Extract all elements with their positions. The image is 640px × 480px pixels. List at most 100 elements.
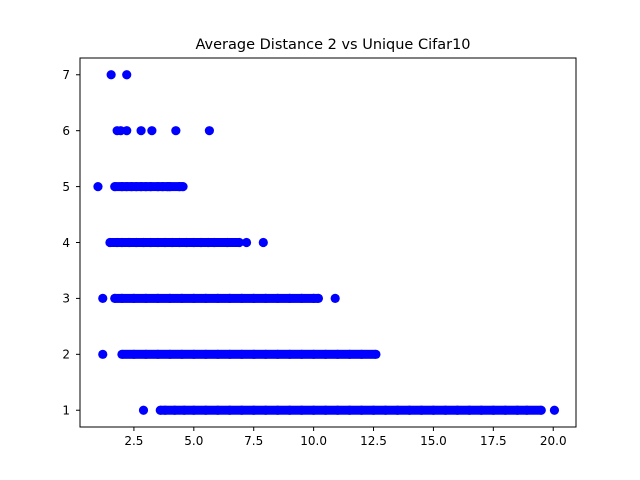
scatter-point (213, 293, 223, 304)
scatter-point (321, 405, 331, 415)
scatter-point (117, 349, 127, 359)
scatter-point (174, 237, 185, 248)
scatter-point (189, 237, 199, 248)
scatter-point (258, 237, 268, 248)
scatter-point (129, 349, 139, 359)
y-tick-label: 7 (62, 68, 70, 82)
scatter-point (356, 349, 367, 359)
scatter-point (297, 405, 307, 415)
dense-point-bands (109, 182, 542, 415)
scatter-point (117, 293, 127, 304)
scatter-point (452, 405, 462, 415)
scatter-point (392, 405, 403, 415)
scatter-points (93, 70, 560, 415)
scatter-point (428, 405, 439, 415)
scatter-point (141, 349, 151, 359)
scatter-point (225, 349, 235, 359)
scatter-point (178, 181, 188, 192)
scatter-point (93, 181, 103, 192)
scatter-point (147, 126, 157, 136)
scatter-point (344, 405, 355, 415)
scatter-point (285, 293, 295, 304)
scatter-point (160, 237, 170, 248)
scatter-point (189, 349, 199, 359)
scatter-point (138, 405, 149, 415)
scatter-point (368, 405, 379, 415)
scatter-point (241, 237, 252, 248)
scatter-point (160, 405, 170, 415)
scatter-point (273, 349, 283, 359)
chart-title: Average Distance 2 vs Unique Cifar10 (195, 37, 470, 53)
scatter-point (124, 237, 134, 248)
y-tick-label: 4 (62, 236, 70, 250)
scatter-point (201, 349, 211, 359)
scatter-point (234, 237, 244, 248)
y-tick-label: 1 (62, 404, 70, 418)
scatter-point (297, 349, 307, 359)
scatter-point (500, 405, 510, 415)
scatter-point (117, 237, 127, 248)
scatter-point (273, 293, 283, 304)
y-tick-label: 6 (62, 124, 70, 138)
scatter-point (146, 181, 156, 192)
scatter-point (122, 70, 132, 80)
scatter-point (536, 405, 546, 415)
x-tick-label: 15.0 (420, 434, 447, 448)
scatter-point (201, 405, 211, 415)
scatter-point (122, 126, 132, 136)
scatter-point (249, 349, 259, 359)
scatter-point (165, 293, 175, 304)
y-tick-label: 2 (62, 348, 70, 362)
x-tick-label: 7.5 (244, 434, 263, 448)
scatter-point (222, 237, 232, 248)
x-axis: 2.5 5.0 7.5 10.0 12.5 15.0 17.5 20.0 (124, 427, 567, 448)
scatter-point (170, 405, 180, 415)
scatter-point (209, 237, 219, 248)
scatter-point (313, 293, 324, 304)
scatter-point (106, 70, 116, 80)
scatter-point (330, 293, 340, 304)
scatter-point (110, 293, 120, 304)
scatter-point (225, 405, 235, 415)
scatter-point (177, 349, 187, 359)
scatter-point (136, 126, 146, 136)
scatter-point (249, 293, 259, 304)
scatter-point (332, 405, 343, 415)
scatter-point (204, 126, 214, 136)
scatter-point (512, 405, 522, 415)
scatter-point (182, 237, 192, 248)
scatter-point (285, 405, 295, 415)
point-band-2 (121, 349, 376, 359)
scatter-point (153, 349, 163, 359)
scatter-point (213, 349, 223, 359)
scatter-point (356, 405, 367, 415)
scatter-point (416, 405, 427, 415)
scatter-point (213, 405, 223, 415)
scatter-point (189, 293, 199, 304)
scatter-point (344, 349, 355, 359)
scatter-point (153, 293, 163, 304)
scatter-point (98, 293, 108, 304)
x-tick-label: 20.0 (540, 434, 567, 448)
scatter-point (171, 126, 181, 136)
scatter-point (332, 349, 343, 359)
scatter-point (138, 237, 149, 248)
scatter-point (261, 405, 271, 415)
scatter-point (167, 237, 177, 248)
y-tick-label: 5 (62, 180, 70, 194)
scatter-point (141, 293, 151, 304)
scatter-point (285, 349, 295, 359)
scatter-point (110, 181, 120, 192)
scatter-point (522, 405, 532, 415)
scatter-point (146, 237, 156, 248)
scatter-point (371, 349, 381, 359)
y-tick-label: 3 (62, 292, 70, 306)
scatter-point (105, 237, 115, 248)
y-axis: 1 2 3 4 5 6 7 (62, 68, 80, 418)
scatter-point (488, 405, 498, 415)
scatter-point (297, 293, 307, 304)
scatter-point (165, 181, 175, 192)
scatter-point (165, 349, 175, 359)
scatter-point (440, 405, 451, 415)
